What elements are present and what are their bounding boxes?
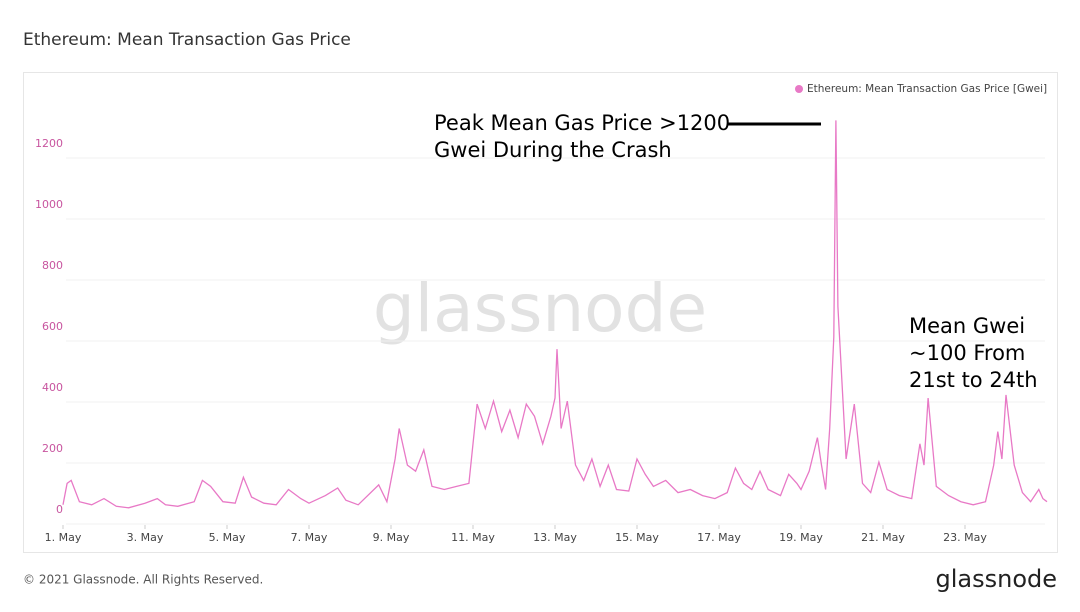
chart-title: Ethereum: Mean Transaction Gas Price	[23, 30, 351, 50]
x-tick-label: 11. May	[451, 531, 495, 544]
legend-swatch	[795, 85, 803, 93]
grid: 0 200 400 600 800 1000 1200 1. May 3. May 5. May 7…	[35, 137, 1045, 544]
x-tick-label: 9. May	[373, 531, 410, 544]
logo: glassnode	[935, 565, 1057, 593]
x-tick-label: 17. May	[697, 531, 741, 544]
x-tick-label: 23. May	[943, 531, 987, 544]
x-tick-label: 1. May	[45, 531, 82, 544]
x-tick-label: 21. May	[861, 531, 905, 544]
x-tick-label: 7. May	[291, 531, 328, 544]
watermark: glassnode	[373, 270, 707, 347]
y-tick-label: 1000	[35, 198, 63, 211]
plot	[62, 120, 1048, 509]
y-tick-label: 0	[56, 503, 63, 516]
annotations: Peak Mean Gas Price >1200 Gwei During the…	[434, 111, 1038, 392]
x-tick-label: 15. May	[615, 531, 659, 544]
annotation-line: Gwei During the Crash	[434, 138, 672, 162]
annotation-line: Mean Gwei	[909, 314, 1025, 338]
copyright: © 2021 Glassnode. All Rights Reserved.	[23, 573, 263, 587]
chart-frame	[23, 72, 1058, 553]
y-tick-label: 400	[42, 381, 63, 394]
legend-label: Ethereum: Mean Transaction Gas Price [Gw…	[807, 83, 1047, 95]
x-tick-label: 3. May	[127, 531, 164, 544]
x-tick-label: 13. May	[533, 531, 577, 544]
y-tick-label: 800	[42, 259, 63, 272]
annotation-line: 21st to 24th	[909, 368, 1038, 392]
y-tick-label: 200	[42, 442, 63, 455]
x-tick-label: 19. May	[779, 531, 823, 544]
series-line	[62, 120, 1048, 509]
annotation-line: Peak Mean Gas Price >1200	[434, 111, 730, 135]
x-tick-label: 5. May	[209, 531, 246, 544]
y-tick-label: 1200	[35, 137, 63, 150]
annotation-line: ~100 From	[909, 341, 1025, 365]
y-tick-label: 600	[42, 320, 63, 333]
